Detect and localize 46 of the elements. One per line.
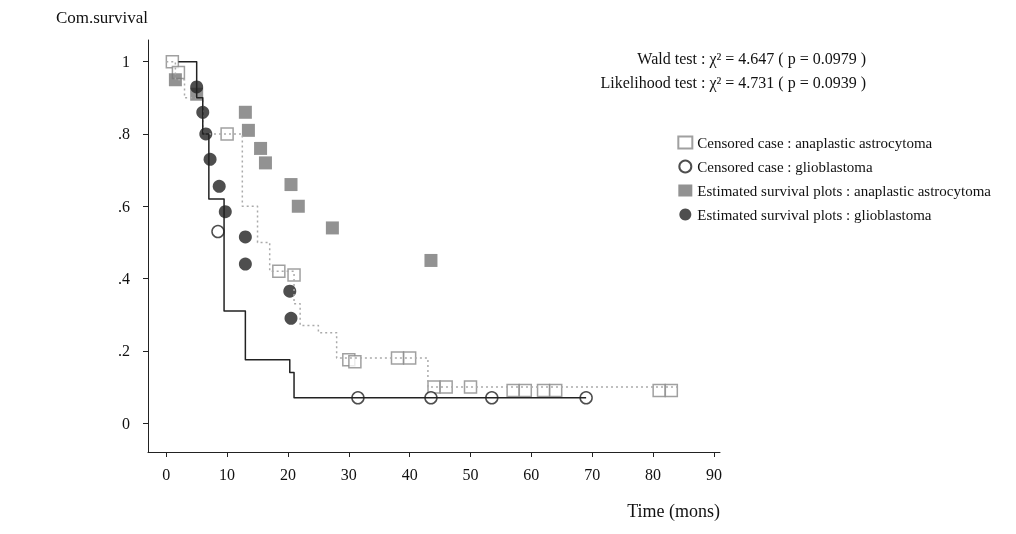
point [439,380,453,394]
x-tick-label: 30 [340,465,357,483]
point [238,105,252,119]
x-tick-label: 90 [705,465,722,483]
point [291,199,305,213]
point [348,354,362,369]
y-tick-label: 0 [122,414,130,432]
y-tick-label: 1 [122,53,130,71]
x-axis-title: Time (mons) [627,501,720,522]
point [463,380,478,394]
annotation: Likelihood test : χ² = 4.731 ( p = 0.0939 ) [600,73,867,92]
point [402,351,417,365]
x-tick-label: 0 [162,465,171,483]
point [284,311,298,325]
legend-label: Estimated survival plots : anaplastic astrocytoma [697,182,992,199]
x-tick-label: 20 [279,465,296,483]
x-tick-label: 50 [462,465,479,483]
y-tick-label: .8 [118,125,130,143]
x-tick-label: 80 [645,465,662,483]
point [258,156,272,170]
x-tick-label: 10 [219,465,236,483]
point [325,221,339,235]
point [212,179,226,193]
point [254,141,268,155]
point [284,178,298,192]
y-tick-label: .2 [118,342,130,360]
x-tick-label: 40 [401,465,418,483]
legend-label: Censored case : anaplastic astrocytoma [697,134,933,151]
point [287,268,301,282]
annotation: Wald test : χ² = 4.647 ( p = 0.0979 ) [637,49,867,68]
x-tick-label: 60 [523,465,540,483]
point [211,224,225,239]
y-tick-label: .6 [118,197,130,215]
y-axis-title: Com.survival [55,8,149,27]
x-tick-label: 70 [584,465,601,483]
point [424,253,438,267]
legend-label: Estimated survival plots : glioblastoma [697,206,932,223]
point [220,127,234,141]
point [272,264,286,279]
point [168,73,182,87]
legend-label: Censored case : glioblastoma [697,158,874,175]
point [238,230,252,244]
point [238,257,252,271]
point [241,123,255,137]
y-tick-label: .4 [118,270,130,288]
point [283,284,297,298]
